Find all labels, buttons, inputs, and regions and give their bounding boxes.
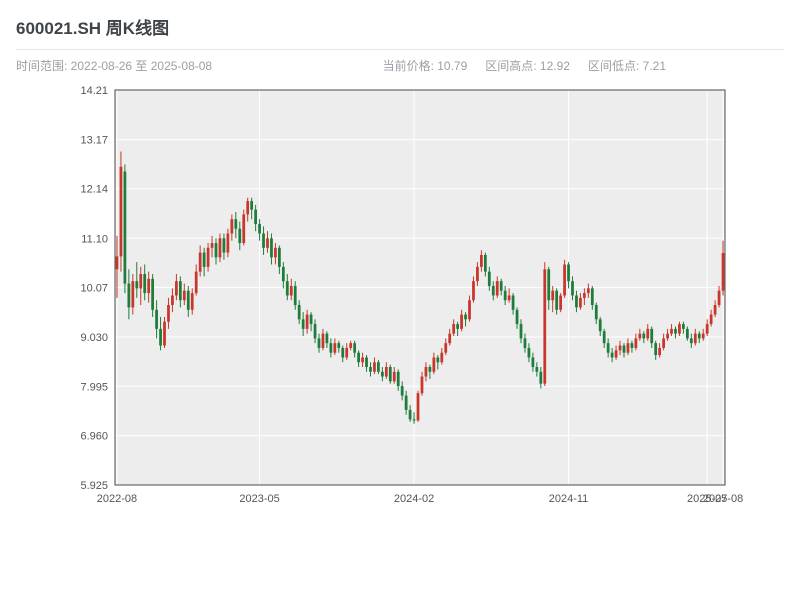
svg-text:2022-08: 2022-08 bbox=[97, 493, 137, 505]
kline-svg: 14.21 13.17 12.14 11.10 10.07 9.030 7.995 6.960… bbox=[80, 85, 743, 505]
svg-text:2024-02: 2024-02 bbox=[394, 493, 434, 505]
page-header: 600021.SH 周K线图 时间范围: 2022-08-26 至 2025-0… bbox=[0, 0, 800, 74]
price-summary: 当前价格: 10.79 区间高点: 12.92 区间低点: 7.21 bbox=[383, 57, 666, 74]
svg-text:9.030: 9.030 bbox=[80, 332, 108, 344]
svg-text:7.995: 7.995 bbox=[80, 381, 108, 393]
svg-text:6.960: 6.960 bbox=[80, 431, 108, 443]
range-low-label: 区间低点: 7.21 bbox=[587, 59, 666, 73]
svg-text:2025-07: 2025-07 bbox=[687, 493, 727, 505]
svg-text:5.925: 5.925 bbox=[80, 480, 108, 492]
svg-text:11.10: 11.10 bbox=[81, 233, 108, 245]
svg-text:2024-11: 2024-11 bbox=[549, 493, 589, 505]
svg-text:14.21: 14.21 bbox=[80, 85, 108, 97]
svg-text:13.17: 13.17 bbox=[80, 135, 108, 147]
svg-text:2025-08: 2025-08 bbox=[703, 493, 743, 505]
page-title: 600021.SH 周K线图 bbox=[16, 19, 170, 38]
svg-text:12.14: 12.14 bbox=[80, 184, 108, 196]
svg-text:2023-05: 2023-05 bbox=[239, 493, 279, 505]
candlestick-chart: 14.21 13.17 12.14 11.10 10.07 9.030 7.995 6.960… bbox=[0, 78, 800, 528]
chart-subheader: 时间范围: 2022-08-26 至 2025-08-08 当前价格: 10.7… bbox=[16, 57, 784, 74]
time-range-label: 时间范围: 2022-08-26 至 2025-08-08 bbox=[16, 59, 213, 73]
header-divider bbox=[16, 49, 784, 50]
svg-text:10.07: 10.07 bbox=[80, 282, 108, 294]
current-price-label: 当前价格: 10.79 bbox=[382, 59, 468, 73]
range-high-label: 区间高点: 12.92 bbox=[485, 59, 570, 73]
